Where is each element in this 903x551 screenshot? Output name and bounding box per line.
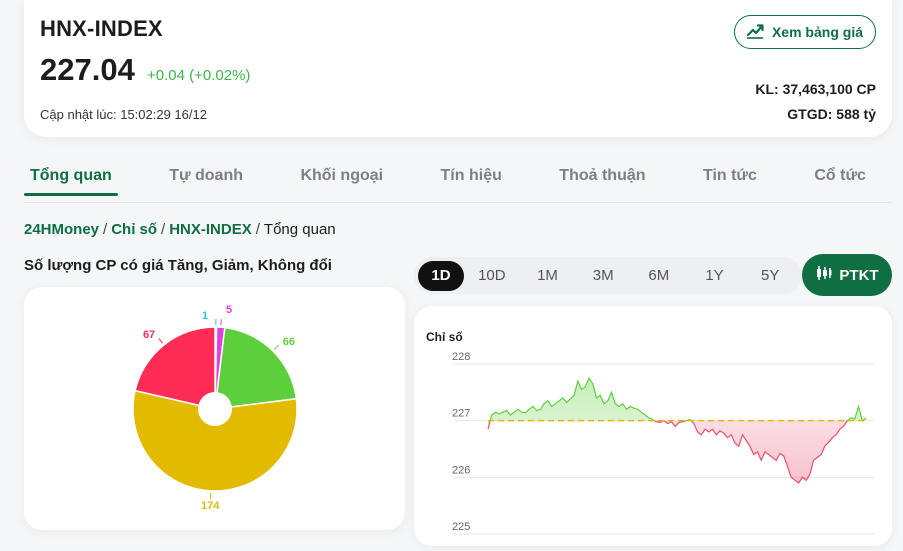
breadcrumb-current: Tổng quan [264, 221, 336, 238]
view-price-board-button[interactable]: Xem bảng giá [734, 15, 876, 49]
index-header-card: HNX-INDEX 227.04 +0.04 (+0.02%) Cập nhật… [24, 0, 892, 137]
y-tick-225: 225 [452, 521, 470, 533]
tab-0[interactable]: Tổng quan [24, 150, 118, 202]
index-value: 227.04 [40, 52, 135, 88]
breadcrumb: 24HMoney/Chỉ số/HNX-INDEX/Tổng quan [24, 221, 336, 238]
candlestick-icon [815, 265, 833, 285]
tab-6[interactable]: Cổ tức [808, 150, 872, 202]
pie-center-hole [198, 392, 232, 426]
index-change: +0.04 (+0.02%) [147, 67, 250, 84]
range-button-1m[interactable]: 1M [520, 261, 576, 291]
range-button-1y[interactable]: 1Y [687, 261, 743, 291]
view-price-board-label: Xem bảng giá [772, 24, 863, 40]
ptkt-button[interactable]: PTKT [802, 254, 892, 296]
price-chart-card: Chỉ số 228 227 226 225 [414, 306, 892, 546]
y-tick-226: 226 [452, 464, 470, 476]
area-below-reference [488, 378, 866, 483]
updated-time: Cập nhật lúc: 15:02:29 16/12 [40, 107, 207, 122]
ptkt-label: PTKT [839, 267, 878, 284]
breadcrumb-home-link[interactable]: 24HMoney [24, 221, 99, 238]
pie-leader-67 [159, 339, 163, 344]
range-button-1d[interactable]: 1D [418, 261, 464, 291]
trend-up-icon [745, 22, 765, 43]
breakdown-title: Số lượng CP có giá Tăng, Giảm, Không đổi [24, 257, 332, 274]
index-name: HNX-INDEX [40, 16, 163, 42]
tab-3[interactable]: Tín hiệu [435, 150, 508, 202]
range-button-5y[interactable]: 5Y [742, 261, 798, 291]
intraday-line-chart: 228 227 226 225 [414, 306, 892, 546]
pie-label-67: 67 [143, 329, 155, 341]
breadcrumb-section-link[interactable]: Chỉ số [111, 221, 157, 238]
pie-label-5: 5 [226, 304, 232, 316]
breakdown-pie-card: 1 5 66 174 67 [24, 287, 405, 530]
range-button-10d[interactable]: 10D [464, 261, 520, 291]
pie-label-174: 174 [201, 500, 220, 512]
tab-1[interactable]: Tự doanh [163, 150, 249, 202]
tab-bar: Tổng quan Tự doanh Khối ngoại Tín hiệu Thoả … [24, 150, 892, 203]
pie-label-1: 1 [202, 310, 208, 322]
pie-label-66: 66 [283, 336, 295, 348]
volume-text: KL: 37,463,100 CP [755, 81, 876, 97]
range-button-6m[interactable]: 6M [631, 261, 687, 291]
tab-5[interactable]: Tin tức [697, 150, 763, 202]
y-tick-228: 228 [452, 351, 470, 363]
pie-leader-66 [274, 345, 278, 349]
breadcrumb-index-link[interactable]: HNX-INDEX [169, 221, 252, 238]
tab-2[interactable]: Khối ngoại [294, 150, 389, 202]
y-tick-227: 227 [452, 408, 470, 420]
turnover-text: GTGD: 588 tỷ [787, 106, 876, 122]
range-button-3m[interactable]: 3M [575, 261, 631, 291]
breakdown-pie-chart: 1 5 66 174 67 [24, 287, 405, 530]
tab-4[interactable]: Thoả thuận [553, 150, 651, 202]
chart-y-title: Chỉ số [426, 330, 463, 344]
